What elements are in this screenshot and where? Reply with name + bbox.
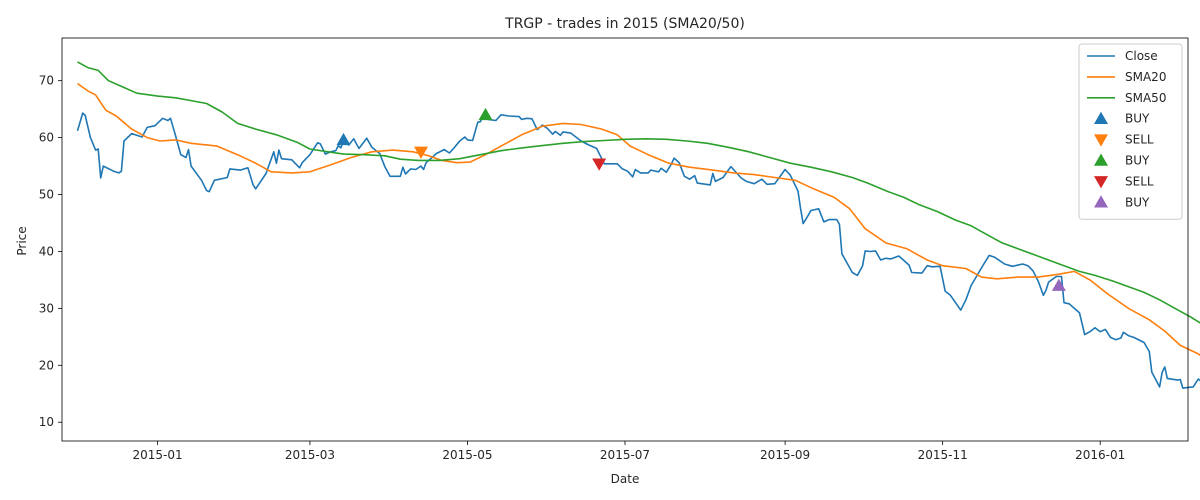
y-axis-title: Price [15,226,29,255]
legend-swatch-marker [1094,134,1108,147]
x-tick-label: 2016-01 [1075,448,1125,462]
x-axis-title: Date [611,472,640,486]
legend-label: SMA20 [1125,70,1166,84]
trade-marker-sell [592,158,607,171]
y-tick-label: 30 [39,301,54,315]
x-tick-label: 2015-09 [760,448,810,462]
y-tick-label: 20 [39,358,54,372]
legend-label: BUY [1125,195,1150,209]
legend-swatch-marker [1094,153,1108,166]
legend-swatch-marker [1094,111,1108,124]
series-line-sma50 [77,61,1200,324]
chart-title: TRGP - trades in 2015 (SMA20/50) [504,16,745,32]
x-tick-label: 2015-11 [918,448,968,462]
trade-marker-buy [336,132,351,146]
legend-box [1078,43,1183,220]
series-line-sma20 [77,82,1200,357]
legend-label: SMA50 [1125,91,1166,105]
plot-area: 2015-01 2015-03 2015-05 2015-07 2015-09 2015-… [39,37,1200,462]
legend-swatch-marker [1094,195,1108,208]
x-tick-label: 2015-01 [132,448,182,462]
y-tick-label: 40 [39,244,54,258]
legend-label: BUY [1125,154,1150,168]
y-tick-label: 50 [39,188,54,202]
legend-label: SELL [1125,174,1154,188]
legend-label: SELL [1125,133,1154,147]
trade-marker-buy [1051,278,1066,291]
x-tick-label: 2015-07 [600,448,650,462]
x-tick-label: 2015-05 [442,448,492,462]
trade-marker-sell [413,146,428,159]
legend-label: BUY [1125,112,1150,126]
y-tick-label: 70 [39,74,54,88]
legend: Close SMA20 SMA50 BUY SELL BUY SELL BUY [1078,43,1183,220]
y-tick-label: 60 [39,131,54,145]
x-tick-label: 2015-03 [285,448,335,462]
legend-swatch-marker [1094,176,1108,189]
y-tick-label: 10 [39,415,54,429]
plot-frame [61,37,1189,442]
trade-marker-buy [478,107,493,121]
legend-label: Close [1125,49,1158,63]
